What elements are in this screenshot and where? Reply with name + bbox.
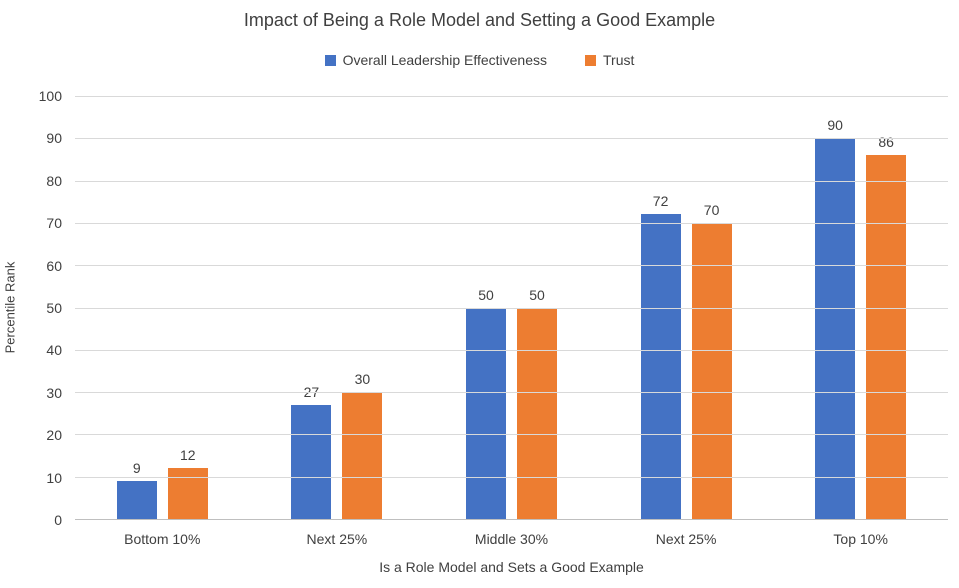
gridline bbox=[75, 222, 948, 224]
plot-area: 9 12 27 30 50 50 72 70 90 86 bbox=[75, 96, 948, 520]
bar-group: 90 86 bbox=[773, 96, 948, 519]
bar-value-label: 50 bbox=[529, 286, 545, 303]
y-tick-label: 90 bbox=[46, 130, 62, 147]
gridline bbox=[75, 434, 948, 436]
gridline bbox=[75, 180, 948, 182]
bar-value-label: 12 bbox=[180, 447, 196, 464]
x-axis-title: Is a Role Model and Sets a Good Example bbox=[379, 559, 644, 575]
y-tick-label: 0 bbox=[54, 512, 62, 528]
gridline bbox=[75, 96, 948, 97]
bar: 50 bbox=[465, 287, 506, 519]
gridline bbox=[75, 265, 948, 267]
x-axis-category-labels: Bottom 10% Next 25% Middle 30% Next 25% Top … bbox=[75, 531, 948, 547]
gridline bbox=[75, 138, 948, 140]
legend: Overall Leadership Effectiveness Trust bbox=[0, 52, 959, 68]
gridline bbox=[75, 392, 948, 394]
bar-group: 50 50 bbox=[424, 96, 599, 519]
y-tick-label: 20 bbox=[46, 427, 62, 444]
y-tick-label: 50 bbox=[46, 300, 62, 316]
gridline bbox=[75, 349, 948, 351]
category-label: Middle 30% bbox=[474, 531, 549, 547]
legend-swatch-orange bbox=[585, 54, 597, 66]
bar: 27 bbox=[291, 384, 332, 519]
bar: 9 bbox=[116, 460, 157, 519]
legend-item-trust: Trust bbox=[585, 52, 634, 68]
bar-value-label: 70 bbox=[703, 201, 720, 218]
bar-value-label: 90 bbox=[827, 117, 843, 134]
y-tick-label: 10 bbox=[46, 469, 62, 486]
gridline bbox=[75, 476, 948, 478]
y-tick-label: 60 bbox=[46, 257, 62, 274]
legend-label: Overall Leadership Effectiveness bbox=[342, 52, 548, 68]
bar: 50 bbox=[516, 287, 557, 519]
bar: 72 bbox=[640, 193, 681, 519]
bar-value-label: 86 bbox=[878, 134, 894, 151]
y-tick-label: 100 bbox=[38, 88, 62, 104]
bar: 86 bbox=[866, 134, 907, 519]
y-tick-label: 80 bbox=[46, 172, 62, 189]
chart-title: Impact of Being a Role Model and Setting… bbox=[243, 10, 716, 30]
bar: 30 bbox=[342, 371, 383, 519]
category-label: Next 25% bbox=[655, 531, 717, 547]
y-tick-label: 40 bbox=[46, 342, 62, 359]
bar: 90 bbox=[815, 117, 856, 519]
category-label: Bottom 10% bbox=[124, 531, 201, 547]
category-label: Next 25% bbox=[306, 531, 368, 547]
gridline bbox=[75, 307, 948, 309]
legend-label: Trust bbox=[603, 52, 635, 68]
bar-value-label: 27 bbox=[303, 383, 320, 400]
y-tick-label: 70 bbox=[46, 215, 62, 232]
y-tick-label: 30 bbox=[46, 384, 62, 401]
category-label: Top 10% bbox=[833, 531, 888, 547]
legend-item-overall-leadership-effectiveness: Overall Leadership Effectiveness bbox=[324, 52, 548, 68]
bar-value-label: 72 bbox=[652, 193, 669, 210]
bar: 70 bbox=[691, 202, 732, 519]
legend-swatch-blue bbox=[324, 54, 336, 66]
bar-value-label: 50 bbox=[478, 286, 494, 303]
bar-group: 27 30 bbox=[250, 96, 425, 519]
bar-value-label: 30 bbox=[354, 371, 371, 388]
bar-value-label: 9 bbox=[132, 459, 141, 476]
